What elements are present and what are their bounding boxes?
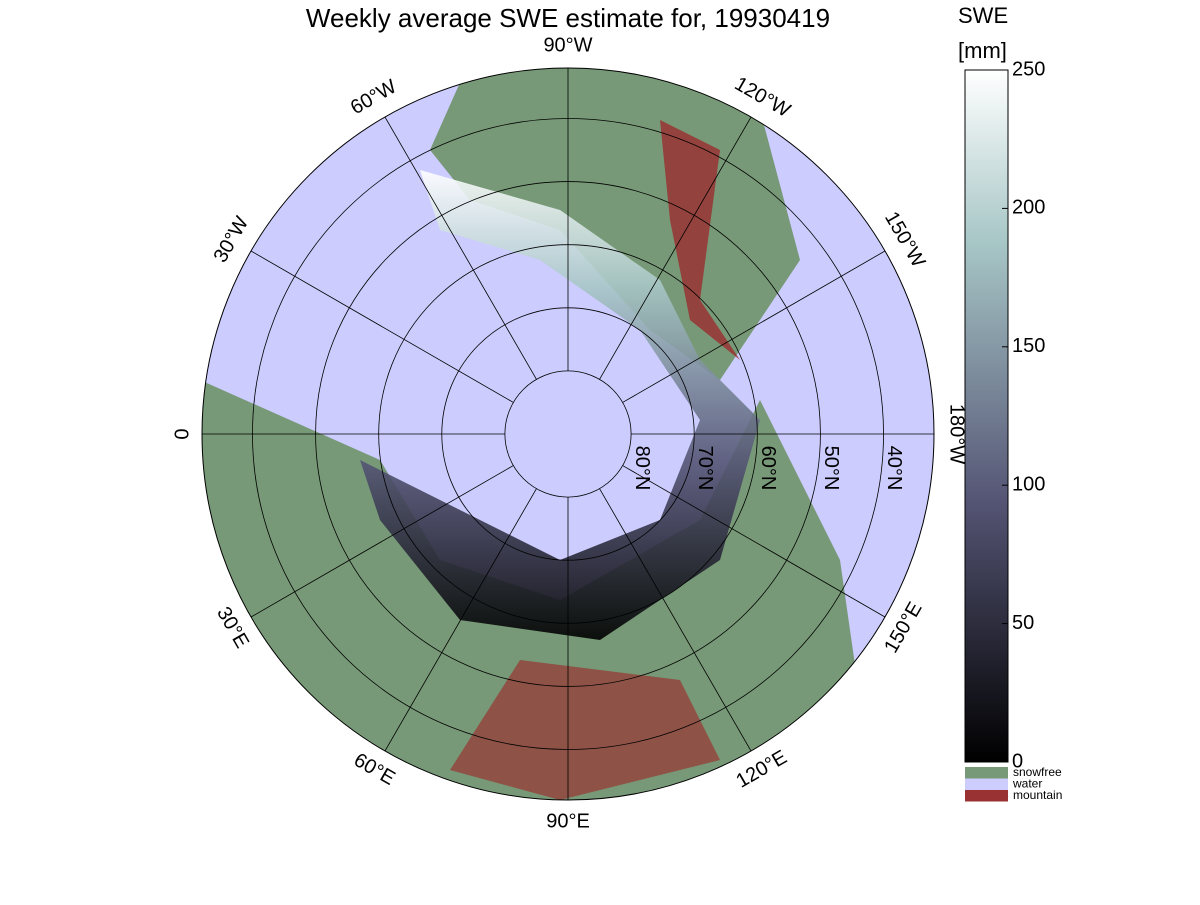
graticule xyxy=(202,68,934,800)
latitude-label: 50°N xyxy=(820,446,842,491)
longitude-line xyxy=(622,250,886,403)
latitude-label: 70°N xyxy=(694,446,716,491)
legend-label: snowfree xyxy=(1013,765,1062,779)
north-america xyxy=(430,68,800,380)
longitude-label: 180°W xyxy=(946,404,968,464)
central-asia-mountains xyxy=(450,660,720,800)
longitude-label: 0 xyxy=(170,428,192,439)
snow-cover xyxy=(360,170,760,640)
colorbar-title: SWE xyxy=(958,3,1008,28)
longitude-label: 90°E xyxy=(546,810,590,832)
legend-label: mountain xyxy=(1013,788,1062,802)
colorbar-tick-label: 50 xyxy=(1012,612,1034,634)
legend-swatch xyxy=(965,778,1008,790)
colorbar-tick-label: 0 xyxy=(1012,750,1023,772)
longitude-line xyxy=(599,488,752,752)
colorbar-unit: [mm] xyxy=(958,38,1007,63)
legend-swatch xyxy=(965,790,1008,802)
longitude-line xyxy=(599,116,752,380)
latitude-label: 80°N xyxy=(631,446,653,491)
longitude-line xyxy=(622,465,886,618)
map-boundary xyxy=(201,67,935,801)
colorbar-tick-label: 200 xyxy=(1012,197,1045,219)
latitude-label: 60°N xyxy=(757,446,779,491)
legend-label: water xyxy=(1012,777,1042,791)
longitude-line xyxy=(384,116,537,380)
longitude-line xyxy=(384,488,537,752)
longitude-line xyxy=(250,250,514,403)
colorbar xyxy=(964,69,1009,763)
map-disc xyxy=(202,68,934,800)
longitude-line xyxy=(250,465,514,618)
rockies xyxy=(660,120,740,360)
latitude-label: 40°N xyxy=(883,446,905,491)
legend-swatch xyxy=(965,767,1008,779)
colorbar-tick-label: 250 xyxy=(1012,58,1045,80)
colorbar-tick-label: 150 xyxy=(1012,335,1045,357)
colorbar-tick-label: 100 xyxy=(1012,473,1045,495)
map-title: Weekly average SWE estimate for, 1993041… xyxy=(306,3,830,33)
longitude-label: 90°W xyxy=(543,34,592,56)
